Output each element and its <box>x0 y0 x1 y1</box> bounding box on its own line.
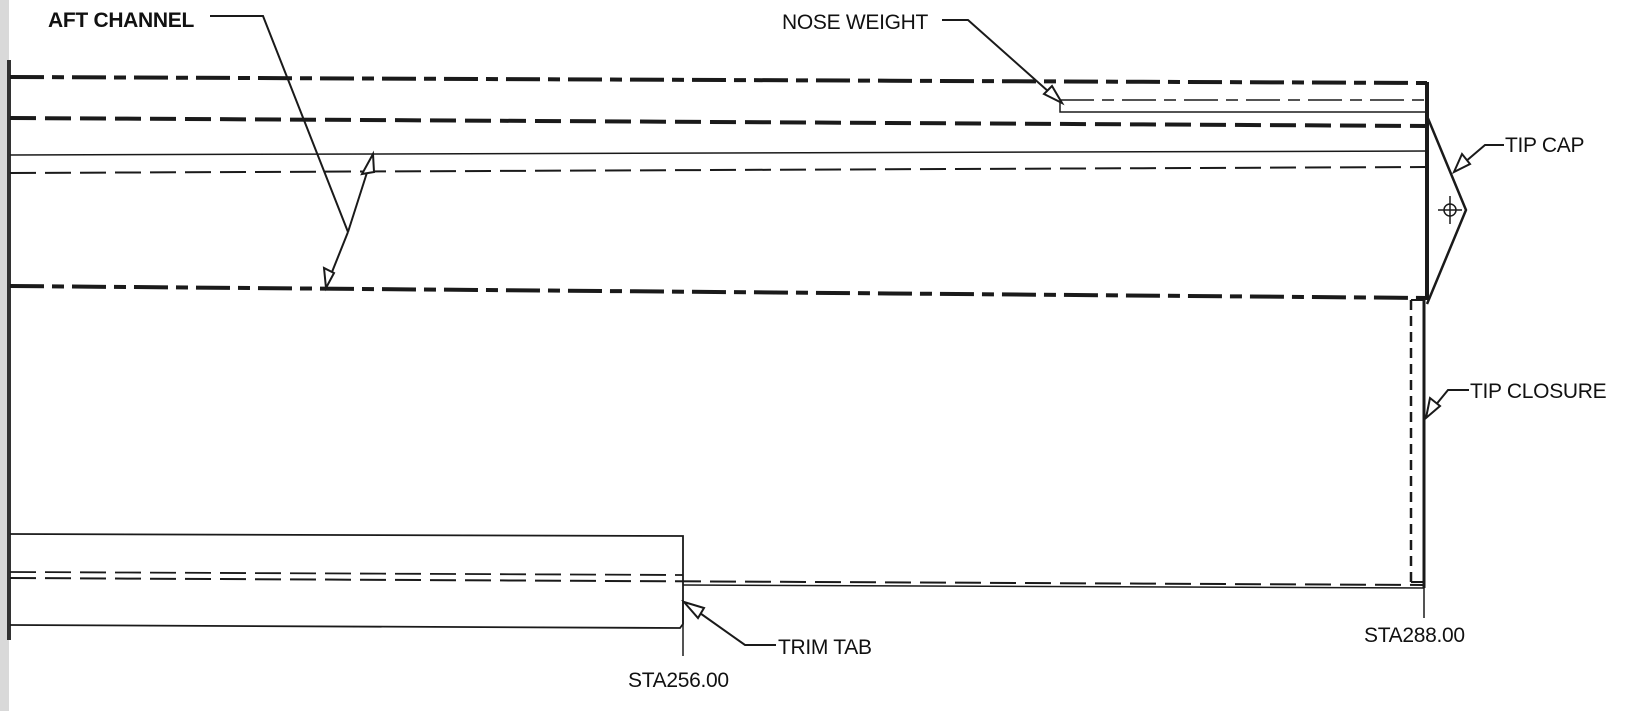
sta-288-label: STA288.00 <box>1364 624 1465 647</box>
trim-tab-leader <box>689 605 776 646</box>
leaders <box>210 15 1504 646</box>
trailing-edge-solid-line <box>682 584 1425 589</box>
nose-weight-outline <box>1059 100 1427 113</box>
aft-channel-arrow-up <box>360 150 376 176</box>
trailing-edge-structure <box>9 533 1425 656</box>
leading-edge-line <box>9 75 1428 85</box>
trim-tab-arrow <box>680 600 706 620</box>
aft-channel-arrow-down <box>322 266 336 292</box>
spar-line-upper <box>9 116 1428 128</box>
tip-closure-arrow <box>1424 396 1442 421</box>
spar-line-mid-dash <box>9 166 1428 174</box>
tip-closure <box>1409 299 1426 588</box>
sta-256-label: STA256.00 <box>628 669 729 692</box>
nose-weight-arrow <box>1042 84 1065 106</box>
aft-channel-line <box>9 284 1428 300</box>
trailing-edge-dashed-line <box>9 577 1425 586</box>
tip-cap-outline <box>1425 115 1468 305</box>
trim-tab-inner-dash <box>9 571 684 576</box>
tip-end <box>1425 82 1468 305</box>
aft-channel-label: AFT CHANNEL <box>48 9 194 32</box>
tip-closure-label: TIP CLOSURE <box>1470 380 1607 403</box>
upper-structure <box>9 75 1428 300</box>
aft-channel-leader <box>210 15 349 233</box>
tip-cap-arrow <box>1451 152 1472 175</box>
spar-line-mid-solid <box>9 150 1428 156</box>
nose-weight-leader <box>942 19 1059 101</box>
scan-left-edge <box>0 0 9 711</box>
nose-weight-label: NOSE WEIGHT <box>782 11 929 34</box>
tip-cap-label: TIP CAP <box>1505 134 1584 157</box>
trim-tab-label: TRIM TAB <box>778 636 872 659</box>
